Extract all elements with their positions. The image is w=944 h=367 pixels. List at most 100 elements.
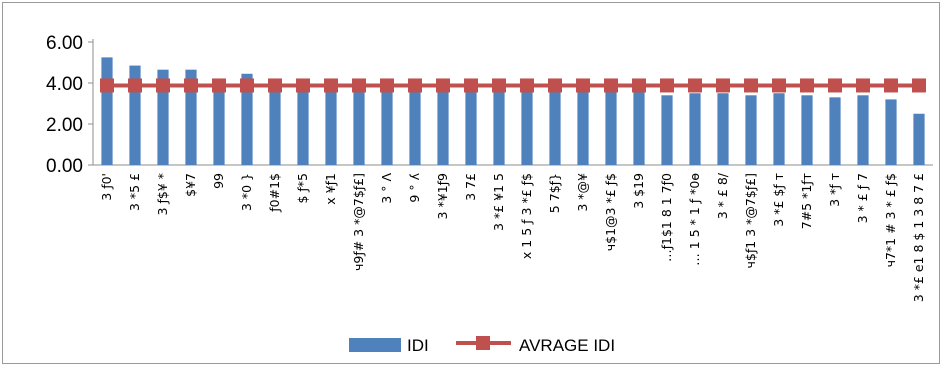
average-marker — [408, 78, 422, 93]
average-marker — [100, 78, 114, 93]
x-tick-label: 3 ° Λ — [379, 173, 394, 204]
bar — [297, 83, 309, 165]
x-tick-label: 3 7£ — [463, 173, 478, 201]
y-tick-label: 2.00 — [46, 115, 83, 136]
x-tick-label: 3 * £ ƒ 7 — [855, 173, 870, 223]
bar — [857, 95, 869, 165]
bar — [213, 83, 225, 165]
average-marker — [604, 78, 618, 93]
bars — [101, 57, 925, 165]
average-marker — [156, 78, 170, 93]
x-tick-label: 7#5 *1ƒт — [799, 173, 814, 229]
x-tick-label: x 1 5 ƒ 3 *£ ƒ$ — [519, 173, 534, 259]
average-marker — [688, 78, 702, 93]
y-tick-label: 4.00 — [46, 74, 83, 95]
axes: 0.00 2.00 4.00 6.00 — [46, 33, 933, 177]
x-tick-label: 3 *¥1ƒ9 — [435, 173, 450, 219]
legend-swatch-avg-marker — [476, 336, 490, 350]
average-marker — [772, 78, 786, 93]
average-marker — [324, 78, 338, 93]
x-tick-label: 3 *£ ¥1 5 — [491, 173, 506, 231]
average-marker — [520, 78, 534, 93]
bar — [549, 85, 561, 165]
bar — [157, 69, 169, 165]
x-tick-label: 3 *£ $ƒ т — [771, 173, 786, 227]
average-line — [100, 78, 926, 93]
bar — [269, 83, 281, 165]
bar — [521, 87, 533, 165]
average-marker — [660, 78, 674, 93]
x-tick-label: 99 — [211, 173, 226, 189]
x-tick-label: 3 *0 } — [239, 173, 254, 211]
average-marker — [632, 78, 646, 93]
average-marker — [828, 78, 842, 93]
average-marker — [296, 78, 310, 93]
bar — [325, 85, 337, 165]
bar — [577, 85, 589, 165]
average-marker — [800, 78, 814, 93]
average-marker — [548, 78, 562, 93]
x-tick-label: 5 7$ƒ} — [547, 173, 562, 213]
x-tick-label: x ¥ƒ1 — [323, 173, 338, 205]
legend: IDI AVRAGE IDI — [349, 336, 615, 355]
x-tick-label: 3 $19 — [631, 173, 646, 209]
x-tick-label: … 1 5 * 1 ƒ *0ɵ — [687, 173, 702, 266]
bar — [773, 93, 785, 165]
bar — [241, 73, 253, 165]
bar — [605, 83, 617, 165]
average-marker — [884, 78, 898, 93]
y-tick-label: 0.00 — [46, 156, 83, 177]
x-tick-label: $¥7 — [183, 173, 198, 197]
x-tick-label: ƒ0#1$ — [267, 173, 282, 213]
bar — [633, 85, 645, 165]
legend-swatch-idi — [349, 338, 401, 352]
average-marker — [184, 78, 198, 93]
bar — [465, 85, 477, 165]
average-marker — [436, 78, 450, 93]
x-tick-label: ч9ƒ# 3 *@7$ƒ£] — [351, 173, 366, 271]
x-tick-label: 3 *5 £ — [127, 173, 142, 211]
legend-label-idi: IDI — [407, 336, 429, 355]
x-tick-label: ч$1@3 *£ ƒ$ — [603, 173, 618, 251]
average-marker — [716, 78, 730, 93]
bar — [493, 85, 505, 165]
x-tick-label: 3 ƒ$¥ * — [155, 173, 170, 215]
bar — [717, 93, 729, 165]
legend-label-avg: AVRAGE IDI — [519, 336, 615, 355]
bar — [353, 83, 365, 165]
bar — [913, 113, 925, 165]
bar — [381, 83, 393, 165]
average-marker — [240, 78, 254, 93]
average-marker — [744, 78, 758, 93]
x-tick-label: $ ƒ*5 — [295, 173, 310, 204]
x-tick-label: 3 * £ 8/ — [715, 172, 730, 219]
bar — [885, 99, 897, 165]
bar — [437, 85, 449, 165]
average-marker — [268, 78, 282, 93]
x-tick-labels: 3 ƒ0' 3 *5 £ 3 ƒ$¥ * $¥7 99 3 *0 } ƒ0#1$ $ ƒ*5 x… — [99, 172, 926, 302]
x-tick-label: 9 ° ʎ — [407, 172, 422, 202]
average-marker — [912, 78, 926, 93]
x-tick-label: ч$ƒ1 3 *@7$ƒ£] — [743, 173, 758, 268]
bar — [745, 95, 757, 165]
average-marker — [492, 78, 506, 93]
average-marker — [212, 78, 226, 93]
average-marker — [128, 78, 142, 93]
x-tick-label: 3 *£ е1 8 $ 1 3 8 7 £ — [911, 173, 926, 302]
average-marker — [380, 78, 394, 93]
average-marker — [464, 78, 478, 93]
average-marker — [352, 78, 366, 93]
bar — [101, 57, 113, 165]
y-tick-label: 6.00 — [46, 33, 83, 54]
average-marker — [576, 78, 590, 93]
combo-chart: 0.00 2.00 4.00 6.00 3 ƒ0' 3 *5 £ 3 ƒ$¥ * $¥7 99… — [46, 33, 933, 355]
bar — [829, 97, 841, 165]
bar — [409, 84, 421, 165]
bar — [185, 69, 197, 165]
bar — [661, 95, 673, 165]
x-tick-label: 3 *@¥ — [575, 173, 590, 212]
x-tick-label: …ƒ1$1 8 1 7ƒ0 — [659, 173, 674, 262]
x-tick-label: 3 *ƒ т — [827, 173, 842, 207]
average-marker — [856, 78, 870, 93]
